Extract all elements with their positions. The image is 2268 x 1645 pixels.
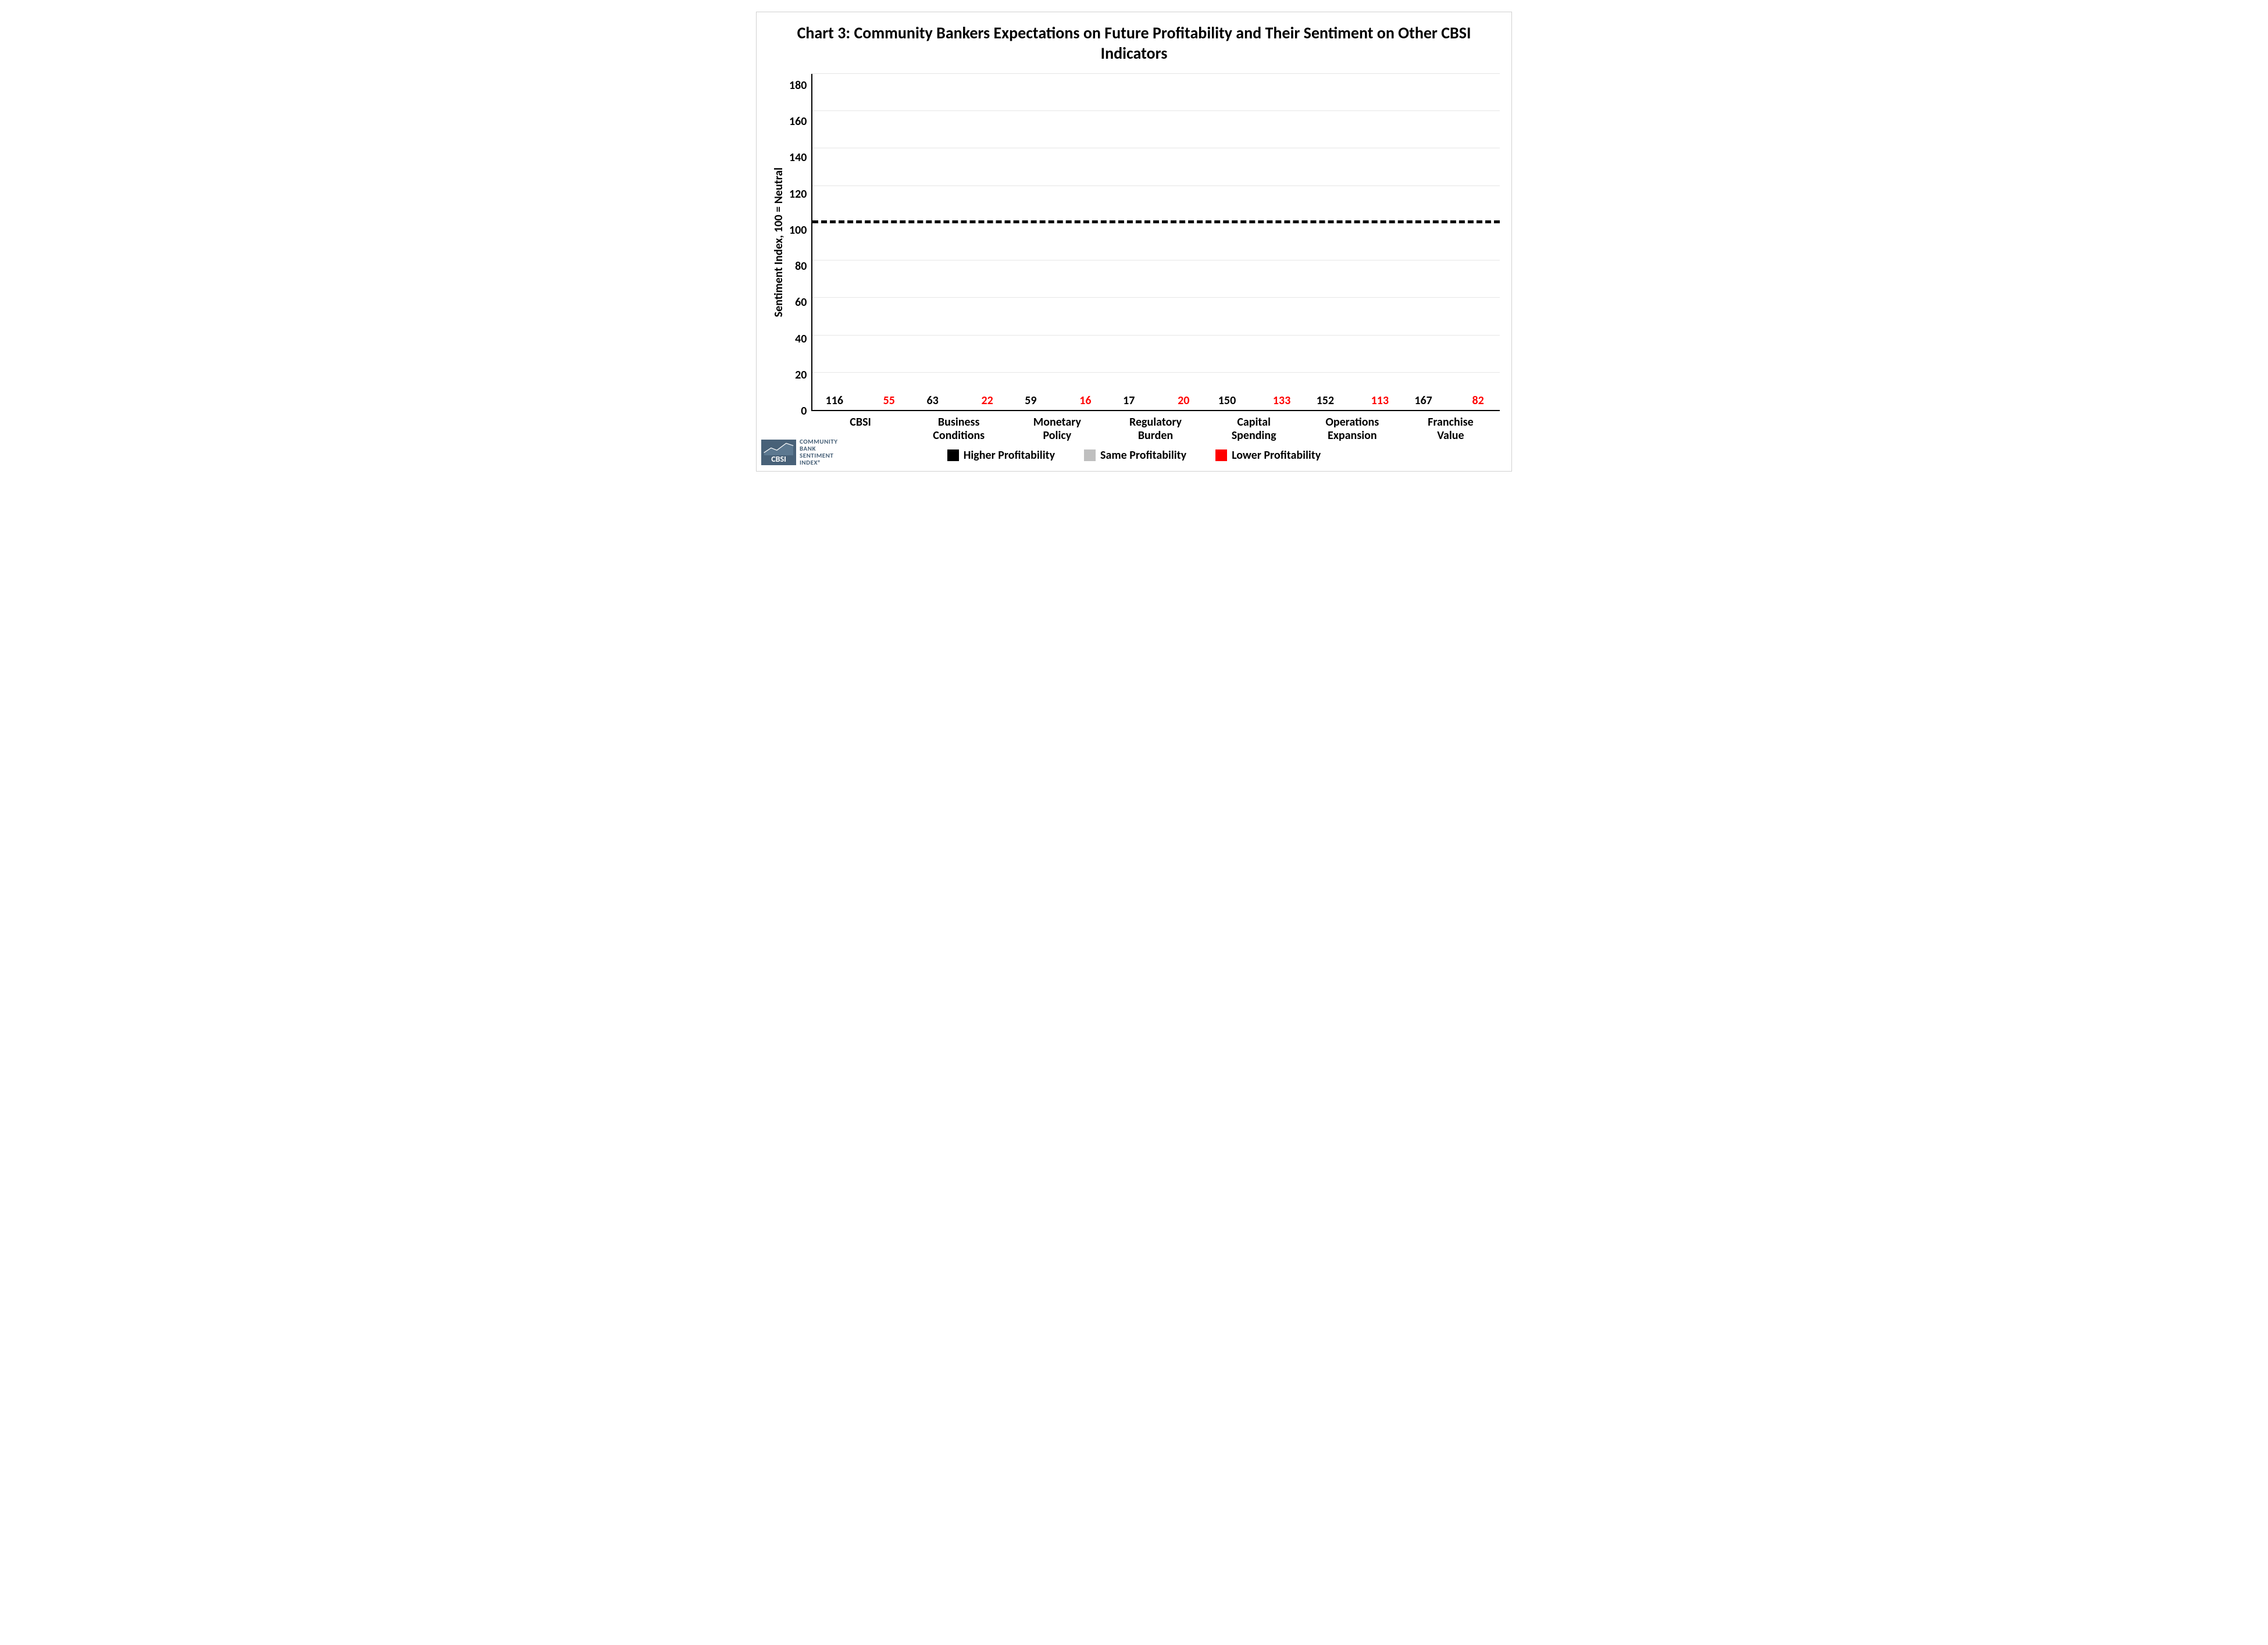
legend-swatch [947, 449, 959, 461]
bar-value-label: 20 [1178, 394, 1189, 408]
gridline [812, 73, 1500, 74]
bar-group: 116 55 [812, 74, 911, 410]
y-tick-label: 0 [801, 405, 807, 417]
x-axis-label: FranchiseValue [1402, 411, 1500, 443]
cbsi-logo-chart-icon [763, 441, 794, 455]
legend-item: Same Profitability [1084, 448, 1186, 462]
x-axis-label: MonetaryPolicy [1008, 411, 1106, 443]
legend-swatch [1215, 449, 1227, 461]
y-tick-label: 160 [789, 116, 807, 127]
legend-swatch [1084, 449, 1096, 461]
gridline [812, 297, 1500, 298]
legend-label: Lower Profitability [1232, 448, 1321, 462]
y-ticks: 180160140120100806040200 [789, 74, 811, 411]
x-axis-label: CapitalSpending [1205, 411, 1303, 443]
bar-group: 63 22 [911, 74, 1009, 410]
x-axis-label: BusinessConditions [910, 411, 1008, 443]
cbsi-logo: CBSI COMMUNITY BANK SENTIMENT INDEX® [761, 438, 837, 466]
legend-item: Lower Profitability [1215, 448, 1321, 462]
x-axis-label: OperationsExpansion [1303, 411, 1402, 443]
y-tick-label: 40 [795, 333, 807, 345]
legend-label: Higher Profitability [964, 448, 1055, 462]
y-tick-label: 60 [795, 297, 807, 308]
bar-group: 150 133 [1206, 74, 1304, 410]
bar-value-label: 167 [1414, 394, 1432, 408]
bar-value-label: 59 [1025, 394, 1036, 408]
bar-group: 167 82 [1402, 74, 1500, 410]
gridline [812, 260, 1500, 261]
gridline [812, 185, 1500, 186]
y-tick-label: 80 [795, 261, 807, 272]
x-axis-label: RegulatoryBurden [1106, 411, 1204, 443]
cbsi-logo-badge: CBSI [761, 440, 796, 465]
cbsi-logo-badge-text: CBSI [771, 454, 786, 464]
legend-label: Same Profitability [1100, 448, 1186, 462]
y-tick-label: 20 [795, 369, 807, 381]
bar-value-label: 63 [926, 394, 938, 408]
x-axis-labels: CBSIBusinessConditionsMonetaryPolicyRegu… [768, 411, 1500, 443]
y-axis-title: Sentiment Index, 100 = Neutral [768, 167, 789, 317]
y-tick-label: 180 [789, 80, 807, 91]
bar-value-label: 55 [883, 394, 895, 408]
bar-value-label: 116 [826, 394, 843, 408]
chart-container: Chart 3: Community Bankers Expectations … [756, 12, 1512, 472]
bar-value-label: 22 [981, 394, 993, 408]
gridline [812, 335, 1500, 336]
plot: 1165563225916172015013315211316782 [811, 74, 1500, 411]
bar-value-label: 17 [1123, 394, 1135, 408]
legend: Higher Profitability Same Profitability Lo… [768, 448, 1500, 462]
bar-value-label: 152 [1317, 394, 1334, 408]
bar-value-label: 16 [1079, 394, 1091, 408]
bar-value-label: 113 [1371, 394, 1389, 408]
y-tick-label: 140 [789, 152, 807, 163]
bar-value-label: 150 [1218, 394, 1236, 408]
plot-area: Sentiment Index, 100 = Neutral 180 160 140… [768, 74, 1500, 411]
legend-item: Higher Profitability [947, 448, 1055, 462]
y-tick-label: 120 [789, 188, 807, 200]
bar-groups: 1165563225916172015013315211316782 [812, 74, 1500, 410]
cbsi-logo-text: COMMUNITY BANK SENTIMENT INDEX® [800, 438, 837, 466]
chart-title: Chart 3: Community Bankers Expectations … [791, 23, 1477, 63]
bar-group: 59 16 [1009, 74, 1107, 410]
gridline [812, 110, 1500, 111]
bar-value-label: 133 [1273, 394, 1290, 408]
reference-line [812, 220, 1500, 223]
bar-value-label: 82 [1472, 394, 1484, 408]
y-tick-label: 100 [789, 224, 807, 236]
bar-group: 1720 [1107, 74, 1206, 410]
gridline [812, 372, 1500, 373]
bar-group: 152 113 [1303, 74, 1402, 410]
